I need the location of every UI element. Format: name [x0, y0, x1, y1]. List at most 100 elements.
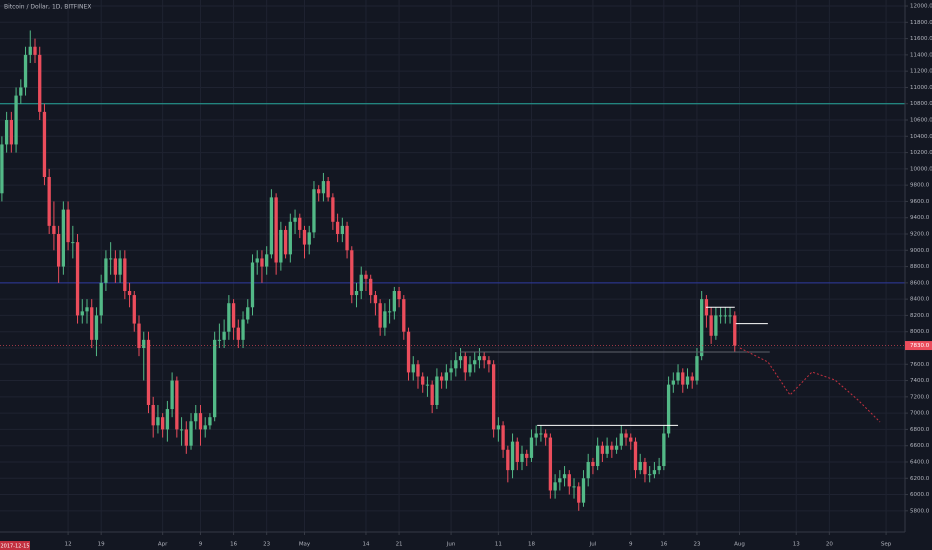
candle-body: [671, 380, 675, 385]
candle-body: [425, 384, 430, 386]
candle-body: [146, 339, 151, 405]
candle-body: [14, 95, 18, 145]
candle-body: [61, 209, 66, 267]
candle-body: [47, 177, 51, 226]
candle-body: [350, 250, 354, 296]
cursor-date-box: [0, 541, 30, 550]
candle-body: [520, 453, 524, 462]
candle-body: [383, 311, 387, 328]
candle-body: [543, 433, 548, 438]
candle-body: [468, 364, 472, 373]
candle-body: [723, 315, 727, 317]
candle-body: [577, 486, 581, 503]
x-tick-label: 9: [199, 542, 203, 548]
x-tick-label: Jun: [446, 542, 456, 548]
candle-body: [326, 181, 330, 198]
candle-body: [38, 54, 42, 112]
candle-body: [539, 433, 543, 435]
candle-body: [71, 242, 75, 244]
y-tick-label: 9200.0: [910, 232, 930, 238]
x-tick-label: Sep: [881, 542, 892, 548]
candle-body: [279, 229, 283, 263]
candle-body: [501, 425, 505, 450]
y-tick-label: 7600.0: [910, 362, 930, 368]
candle-body: [85, 307, 89, 312]
candle-body: [491, 364, 496, 430]
candle-body: [160, 417, 165, 430]
candle-body: [629, 437, 633, 442]
candle-body: [123, 258, 127, 291]
candle-body: [676, 372, 680, 381]
candle-body: [75, 242, 80, 316]
candle-body: [529, 437, 534, 458]
y-tick-label: 10200.0: [910, 150, 932, 156]
candle-body: [548, 437, 553, 491]
y-tick-label: 9800.0: [910, 183, 930, 189]
candle-body: [222, 331, 226, 340]
candle-body: [411, 364, 415, 373]
y-tick-label: 8000.0: [910, 329, 930, 335]
candle-body: [198, 413, 203, 430]
candle-body: [52, 225, 56, 235]
candle-body: [652, 470, 657, 475]
x-tick-label: May: [299, 542, 311, 548]
y-tick-label: 11800.0: [910, 20, 932, 26]
candle-body: [572, 486, 576, 488]
candle-body: [558, 478, 562, 483]
candle-body: [624, 433, 628, 438]
candle-body: [265, 254, 269, 267]
x-tick-label: 18: [528, 542, 535, 548]
y-tick-label: 11400.0: [910, 52, 932, 58]
last-price-label: 7830.0: [910, 343, 930, 349]
y-tick-label: 6400.0: [910, 459, 930, 465]
candle-body: [213, 339, 217, 418]
candle-body: [184, 429, 188, 446]
candle-body: [364, 274, 368, 279]
candle-body: [19, 87, 23, 96]
candle-body: [142, 339, 146, 348]
y-tick-label: 10000.0: [910, 166, 932, 172]
y-tick-label: 6200.0: [910, 476, 930, 482]
candle-body: [648, 474, 652, 476]
candle-body: [506, 449, 510, 471]
candle-body: [685, 376, 690, 385]
candle-body: [733, 315, 737, 346]
candle-body: [605, 445, 609, 454]
candle-body: [175, 380, 179, 430]
candle-body: [600, 445, 605, 454]
candle-body: [449, 368, 453, 373]
candle-body: [255, 258, 259, 263]
cursor-date: 2017-12-15: [0, 544, 29, 550]
candle-body: [591, 461, 595, 467]
candle-body: [335, 221, 340, 235]
candle-body: [614, 445, 619, 450]
candle-body: [354, 290, 359, 296]
y-tick-label: 8200.0: [910, 313, 930, 319]
candle-body: [487, 360, 491, 365]
x-tick-label: 21: [396, 542, 403, 548]
candle-body: [525, 453, 529, 458]
candle-body: [99, 282, 103, 316]
candle-body: [610, 445, 614, 450]
y-tick-label: 7400.0: [910, 378, 930, 384]
candle-body: [151, 404, 155, 426]
y-tick-label: 9000.0: [910, 248, 930, 254]
x-tick-label: Aug: [734, 542, 745, 548]
y-tick-label: 10400.0: [910, 134, 932, 140]
candle-body: [690, 376, 694, 381]
y-tick-label: 6800.0: [910, 427, 930, 433]
candle-body: [709, 315, 713, 336]
candle-body: [127, 290, 132, 296]
candle-body: [596, 445, 600, 467]
candle-body: [227, 303, 231, 332]
candle-body: [387, 311, 392, 313]
candle-body: [165, 409, 170, 430]
candle-body: [317, 189, 321, 194]
x-tick-label: Apr: [158, 542, 168, 548]
candle-body: [156, 417, 160, 426]
x-tick-label: Jul: [589, 542, 597, 548]
candle-body: [231, 303, 236, 328]
